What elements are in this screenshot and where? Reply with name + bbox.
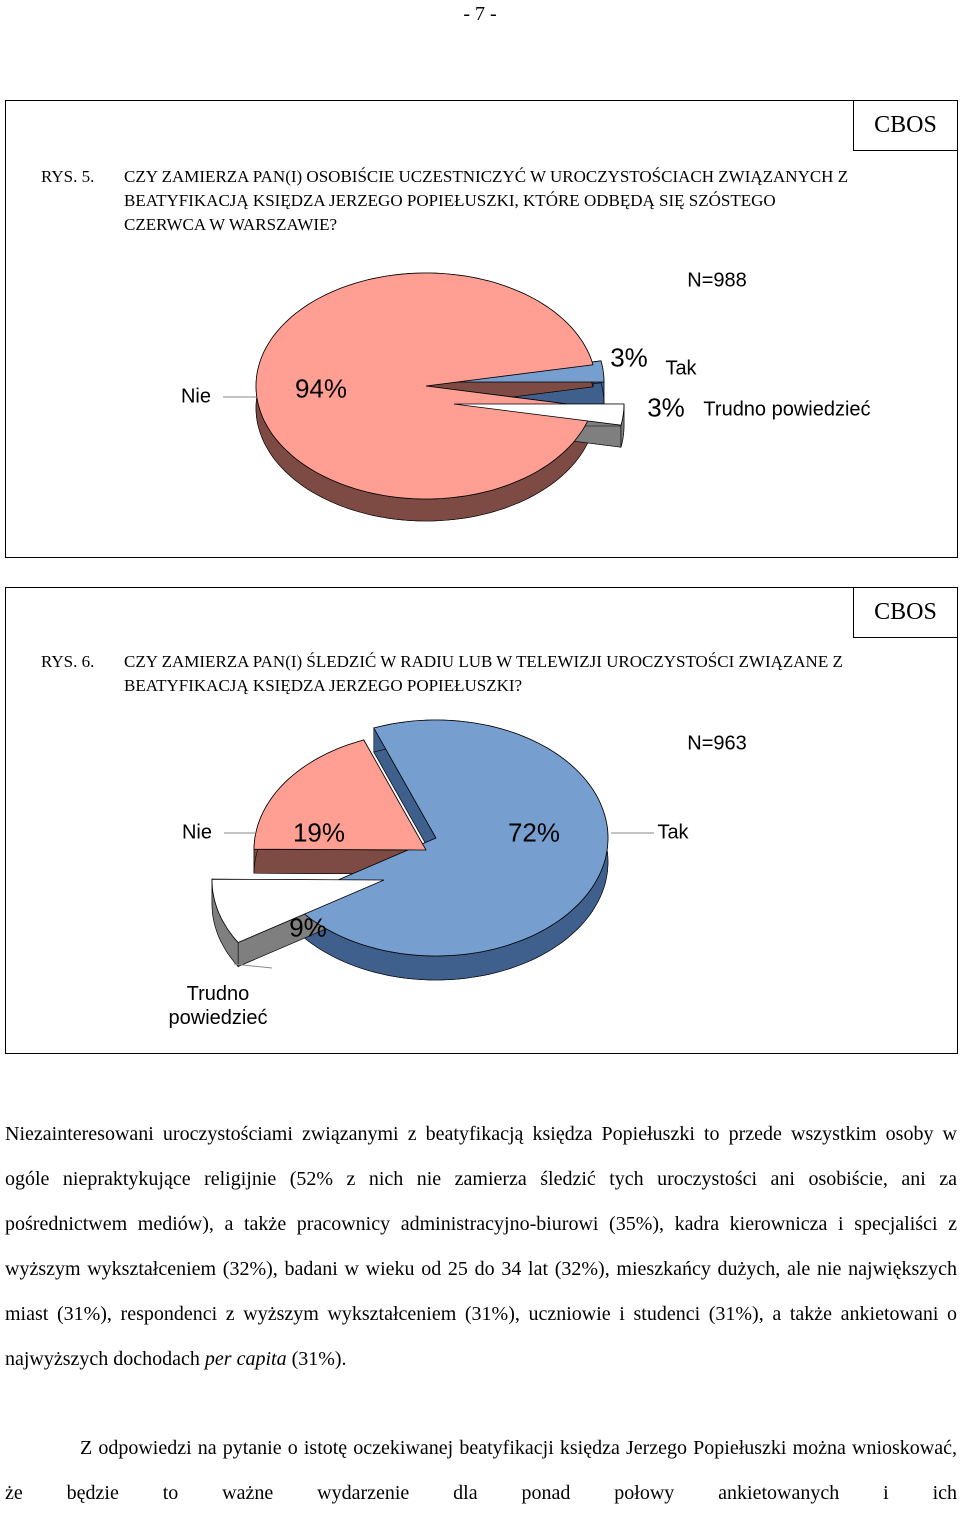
category-label: Tak bbox=[657, 821, 689, 844]
sample-size: N=988 bbox=[687, 269, 747, 292]
source: CBOS bbox=[853, 100, 958, 151]
page-number: - 7 - bbox=[463, 3, 497, 25]
figure-box: CBOS RYS. 5. CZY ZAMIERZA PAN(I) OSOBIŚC… bbox=[5, 100, 958, 558]
text: Niezainteresowani uroczystościami związa… bbox=[5, 1123, 957, 1370]
category-label: Trudno powiedzieć bbox=[703, 398, 871, 421]
category-label: Trudno powiedzieć bbox=[168, 983, 268, 1029]
category-label: Nie bbox=[180, 385, 212, 408]
category-label: Tak bbox=[665, 357, 697, 380]
pie-slice bbox=[253, 739, 427, 851]
value-label: 9% bbox=[289, 912, 327, 943]
category-label: Nie bbox=[181, 821, 213, 844]
pie-chart bbox=[223, 272, 625, 522]
text: Z odpowiedzi na pytanie o istotę oczekiw… bbox=[5, 1437, 957, 1504]
question: CZY ZAMIERZA PAN(I) OSOBIŚCIE UCZESTNICZ… bbox=[124, 167, 849, 234]
question: CZY ZAMIERZA PAN(I) ŚLEDZIĆ W RADIU LUB … bbox=[124, 652, 843, 695]
pie-slice bbox=[453, 403, 625, 426]
value-label: 72% bbox=[507, 817, 561, 848]
figure-label: RYS. 5. bbox=[41, 167, 95, 186]
paragraph: Niezainteresowani uroczystościami związa… bbox=[5, 1112, 957, 1382]
value-label: 3% bbox=[647, 392, 685, 423]
value-label: 3% bbox=[610, 342, 648, 373]
source: CBOS bbox=[853, 587, 958, 638]
pie-slice bbox=[211, 878, 385, 943]
value-label: 94% bbox=[294, 373, 348, 404]
sample-size: N=963 bbox=[687, 732, 747, 755]
pie-slice bbox=[255, 272, 594, 500]
leader-line bbox=[233, 963, 273, 969]
figure-label: RYS. 6. bbox=[41, 652, 95, 671]
pie-slice bbox=[289, 719, 609, 957]
figure-box: CBOS RYS. 6. CZY ZAMIERZA PAN(I) ŚLEDZIĆ… bbox=[5, 587, 958, 1054]
pie-chart bbox=[211, 719, 654, 981]
text: (31%). bbox=[286, 1348, 347, 1370]
italic-text: per capita bbox=[204, 1348, 287, 1370]
paragraph: Z odpowiedzi na pytanie o istotę oczekiw… bbox=[5, 1426, 957, 1516]
value-label: 19% bbox=[292, 817, 346, 848]
